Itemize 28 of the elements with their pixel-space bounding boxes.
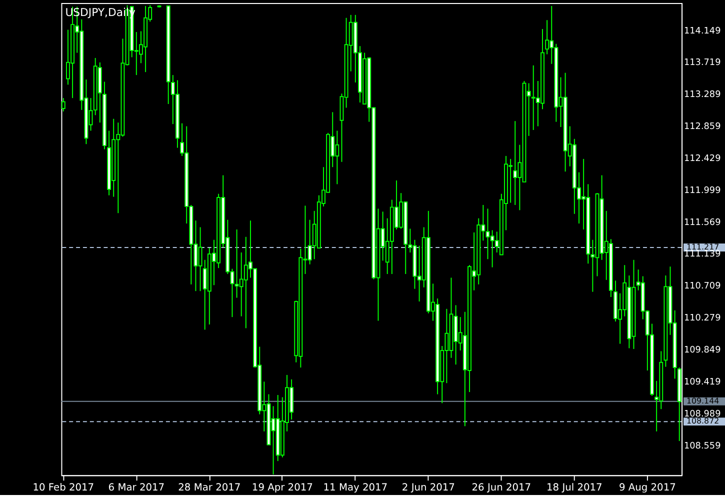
x-tick-label: 11 May 2017: [323, 482, 388, 494]
y-tick-label: 110.279: [684, 314, 722, 324]
x-tick-label: 10 Feb 2017: [32, 482, 94, 494]
y-tick-label: 108.559: [684, 441, 722, 452]
x-tick-label: 19 Apr 2017: [252, 482, 313, 494]
y-tick-label: 112.429: [684, 154, 722, 164]
x-tick-label: 28 Mar 2017: [178, 482, 241, 494]
candlestick: [545, 20, 550, 55]
y-tick-label: 113.289: [684, 90, 722, 100]
y-tick-label: 113.719: [684, 58, 722, 68]
y-tick-label: 111.569: [684, 218, 722, 228]
y-tick-label: 109.419: [684, 377, 722, 388]
ref-line-label: 108.872: [686, 416, 720, 426]
ref-line-label: 109.144: [686, 396, 720, 406]
x-tick-label: 6 Mar 2017: [108, 482, 165, 494]
candlestick: [198, 226, 202, 292]
candlestick: [513, 120, 518, 206]
x-tick-label: 9 Aug 2017: [618, 482, 676, 494]
y-tick-label: 109.849: [684, 346, 722, 356]
y-tick-label: 111.999: [684, 186, 722, 196]
ref-line-label: 111.217: [686, 242, 720, 252]
x-tick-label: 26 Jun 2017: [472, 482, 532, 494]
y-tick-label: 111.139: [684, 250, 722, 260]
x-tick-label: 2 Jun 2017: [402, 482, 455, 494]
y-tick-label: 112.859: [684, 122, 722, 132]
y-tick-label: 110.709: [684, 282, 722, 292]
y-tick-label: 114.149: [684, 26, 722, 36]
x-tick-label: 18 Jul 2017: [546, 482, 602, 494]
